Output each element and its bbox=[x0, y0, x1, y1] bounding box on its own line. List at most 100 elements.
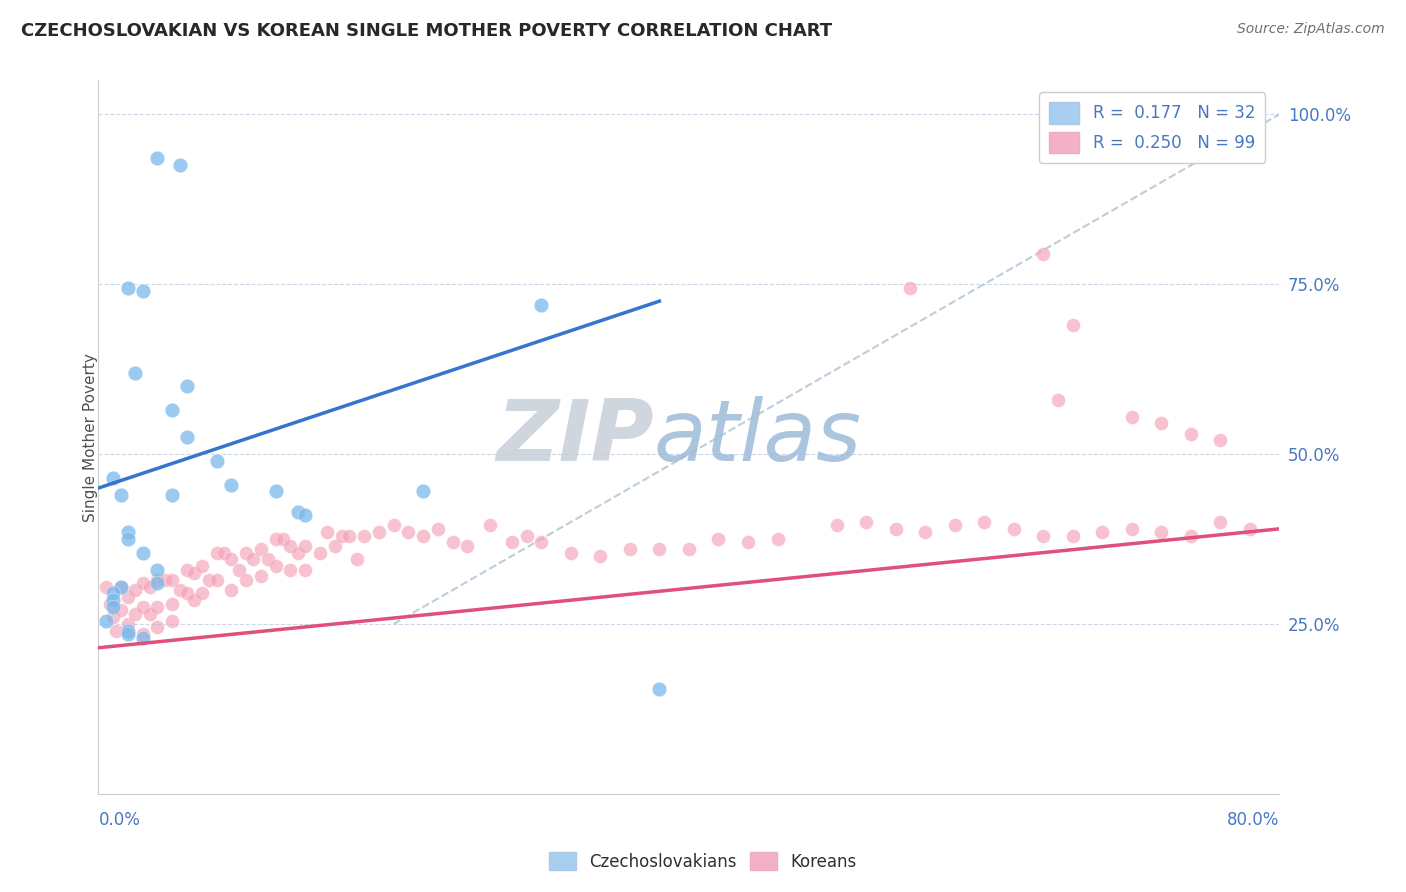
Point bbox=[146, 576, 169, 591]
Point bbox=[560, 546, 582, 560]
Point bbox=[589, 549, 612, 563]
Point bbox=[132, 599, 155, 614]
Point bbox=[1121, 409, 1143, 424]
Point bbox=[427, 522, 450, 536]
Point bbox=[117, 627, 139, 641]
Point bbox=[219, 552, 242, 566]
Point bbox=[1032, 246, 1054, 260]
Point bbox=[139, 580, 162, 594]
Point bbox=[257, 552, 280, 566]
Point bbox=[382, 518, 405, 533]
Point bbox=[117, 590, 139, 604]
Point bbox=[117, 280, 139, 294]
Legend: R =  0.177   N = 32, R =  0.250   N = 99: R = 0.177 N = 32, R = 0.250 N = 99 bbox=[1039, 92, 1265, 163]
Point bbox=[339, 528, 360, 542]
Point bbox=[1180, 528, 1202, 542]
Point bbox=[132, 631, 155, 645]
Point bbox=[900, 280, 922, 294]
Point bbox=[501, 535, 523, 549]
Point bbox=[278, 563, 302, 577]
Point bbox=[94, 614, 117, 628]
Point bbox=[1062, 528, 1084, 542]
Point bbox=[250, 569, 273, 583]
Point bbox=[162, 488, 183, 502]
Point bbox=[678, 542, 700, 557]
Point bbox=[212, 546, 235, 560]
Point bbox=[146, 599, 169, 614]
Point bbox=[98, 597, 121, 611]
Point bbox=[648, 542, 671, 557]
Text: CZECHOSLOVAKIAN VS KOREAN SINGLE MOTHER POVERTY CORRELATION CHART: CZECHOSLOVAKIAN VS KOREAN SINGLE MOTHER … bbox=[21, 22, 832, 40]
Point bbox=[139, 607, 162, 621]
Point bbox=[330, 528, 353, 542]
Point bbox=[1209, 434, 1232, 448]
Point bbox=[515, 528, 537, 542]
Point bbox=[103, 586, 125, 600]
Point bbox=[1032, 528, 1054, 542]
Point bbox=[146, 620, 169, 634]
Point bbox=[176, 563, 198, 577]
Point bbox=[124, 607, 146, 621]
Text: ZIP: ZIP bbox=[496, 395, 654, 479]
Legend: Czechoslovakians, Koreans: Czechoslovakians, Koreans bbox=[541, 844, 865, 880]
Point bbox=[176, 430, 198, 444]
Point bbox=[169, 582, 191, 597]
Point bbox=[103, 471, 125, 485]
Point bbox=[1046, 392, 1069, 407]
Text: Source: ZipAtlas.com: Source: ZipAtlas.com bbox=[1237, 22, 1385, 37]
Point bbox=[271, 532, 294, 546]
Point bbox=[1121, 522, 1143, 536]
Point bbox=[250, 542, 273, 557]
Point bbox=[162, 403, 183, 417]
Point bbox=[176, 586, 198, 600]
Point bbox=[110, 580, 132, 594]
Point bbox=[105, 624, 128, 638]
Point bbox=[162, 573, 183, 587]
Point bbox=[707, 532, 730, 546]
Point bbox=[198, 573, 221, 587]
Point bbox=[183, 566, 205, 580]
Point bbox=[117, 617, 139, 632]
Point bbox=[478, 518, 501, 533]
Point bbox=[396, 525, 419, 540]
Point bbox=[235, 573, 257, 587]
Point bbox=[103, 593, 125, 607]
Point bbox=[162, 597, 183, 611]
Point bbox=[294, 508, 316, 523]
Point bbox=[117, 532, 139, 546]
Point bbox=[278, 539, 302, 553]
Point bbox=[1002, 522, 1025, 536]
Point bbox=[169, 158, 191, 172]
Text: 80.0%: 80.0% bbox=[1227, 811, 1279, 829]
Point bbox=[1150, 417, 1173, 431]
Point bbox=[117, 525, 139, 540]
Text: atlas: atlas bbox=[654, 395, 862, 479]
Text: 0.0%: 0.0% bbox=[98, 811, 141, 829]
Point bbox=[353, 528, 375, 542]
Point bbox=[1150, 525, 1173, 540]
Point bbox=[346, 552, 368, 566]
Point bbox=[191, 559, 214, 574]
Point bbox=[294, 563, 316, 577]
Y-axis label: Single Mother Poverty: Single Mother Poverty bbox=[83, 352, 97, 522]
Point bbox=[110, 603, 132, 617]
Point bbox=[124, 366, 146, 380]
Point bbox=[110, 580, 132, 594]
Point bbox=[183, 593, 205, 607]
Point bbox=[94, 580, 117, 594]
Point bbox=[103, 610, 125, 624]
Point bbox=[219, 582, 242, 597]
Point bbox=[132, 284, 155, 298]
Point bbox=[264, 484, 287, 499]
Point bbox=[264, 559, 287, 574]
Point bbox=[205, 546, 228, 560]
Point bbox=[132, 627, 155, 641]
Point bbox=[316, 525, 339, 540]
Point bbox=[619, 542, 641, 557]
Point bbox=[242, 552, 264, 566]
Point bbox=[648, 681, 671, 696]
Point bbox=[368, 525, 391, 540]
Point bbox=[530, 535, 553, 549]
Point bbox=[146, 563, 169, 577]
Point bbox=[855, 515, 877, 529]
